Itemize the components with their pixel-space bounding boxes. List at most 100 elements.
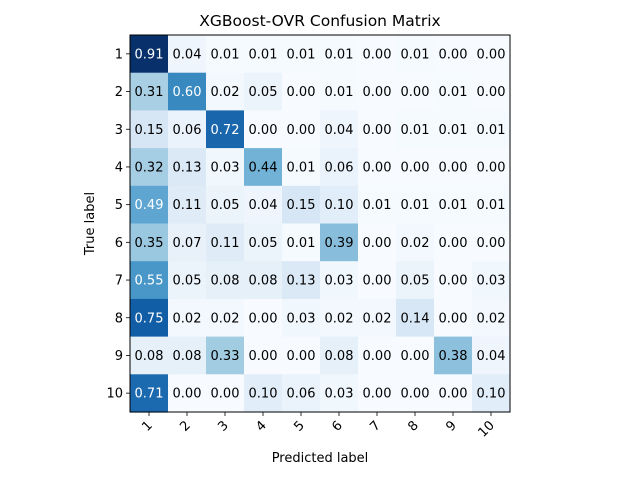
cell-value-label: 0.00	[249, 349, 278, 364]
x-tick-label: 4	[253, 418, 269, 434]
heatmap-cell	[244, 35, 283, 74]
heatmap-cell	[320, 148, 359, 187]
heatmap-cell	[320, 35, 359, 74]
heatmap-cells	[130, 35, 511, 413]
heatmap-cell	[244, 336, 283, 375]
heatmap-cell	[358, 72, 397, 111]
y-tick-label: 8	[115, 311, 123, 326]
cell-value-label: 0.91	[135, 47, 164, 62]
cell-value-label: 0.00	[477, 47, 506, 62]
heatmap-cell	[396, 336, 435, 375]
cell-value-label: 0.05	[211, 198, 240, 213]
y-tick-label: 5	[115, 198, 123, 213]
heatmap-cell	[320, 185, 359, 225]
heatmap-cell	[434, 298, 473, 338]
cell-value-label: 0.08	[249, 274, 278, 289]
cell-value-label: 0.00	[211, 387, 240, 402]
cell-value-label: 0.06	[287, 387, 316, 402]
cell-value-label: 0.00	[477, 85, 506, 100]
cell-value-label: 0.00	[363, 47, 392, 62]
x-tick-label: 10	[476, 418, 498, 440]
cell-value-label: 0.60	[173, 85, 202, 100]
heatmap-cell	[244, 223, 283, 262]
heatmap-cell	[320, 374, 359, 413]
heatmap-cell	[434, 336, 473, 375]
cell-value-label: 0.00	[287, 349, 316, 364]
cell-value-label: 0.13	[173, 160, 202, 175]
cell-value-label: 0.00	[439, 274, 468, 289]
heatmap-cell	[434, 72, 473, 111]
heatmap-cell	[320, 110, 359, 149]
heatmap-cell	[472, 223, 511, 262]
heatmap-cell	[130, 148, 169, 187]
heatmap-cell	[206, 336, 245, 375]
heatmap-cell	[130, 185, 169, 225]
heatmap-cell	[434, 185, 473, 225]
heatmap-cell	[206, 35, 245, 74]
heatmap-cell	[320, 261, 359, 300]
cell-value-label: 0.04	[173, 47, 202, 62]
cell-value-label: 0.05	[249, 85, 278, 100]
x-axis-label: Predicted label	[272, 451, 369, 466]
cell-value-label: 0.11	[173, 198, 202, 213]
cell-value-label: 0.00	[439, 47, 468, 62]
heatmap-cell	[244, 72, 283, 111]
heatmap-cell	[396, 72, 435, 111]
heatmap-cell	[168, 298, 207, 338]
heatmap-cell	[282, 374, 321, 413]
chart-title: XGBoost-OVR Confusion Matrix	[199, 12, 440, 30]
heatmap-cell	[472, 185, 511, 225]
cell-value-label: 0.03	[325, 387, 354, 402]
cell-value-label: 0.01	[401, 47, 430, 62]
cell-value-label: 0.05	[249, 236, 278, 251]
x-tick-label: 8	[405, 418, 421, 434]
heatmap-cell	[168, 185, 207, 225]
heatmap-cell	[434, 223, 473, 262]
cell-value-label: 0.07	[173, 236, 202, 251]
heatmap-cell	[168, 35, 207, 74]
heatmap-cell	[358, 223, 397, 262]
cell-value-label: 0.00	[363, 274, 392, 289]
heatmap-cell	[168, 148, 207, 187]
cell-value-label: 0.01	[211, 47, 240, 62]
heatmap-cell	[206, 72, 245, 111]
cell-value-label: 0.01	[477, 123, 506, 138]
heatmap-cell	[472, 336, 511, 375]
cell-value-label: 0.00	[477, 236, 506, 251]
heatmap-cell	[130, 336, 169, 375]
cell-value-label: 0.00	[363, 387, 392, 402]
y-tick-label: 7	[115, 274, 123, 289]
heatmap-cell	[168, 374, 207, 413]
heatmap-cell	[168, 72, 207, 111]
heatmap-cell	[396, 110, 435, 149]
heatmap-cell	[168, 261, 207, 300]
x-tick-label: 7	[367, 418, 383, 434]
x-tick-label: 6	[329, 418, 345, 434]
cell-value-label: 0.01	[249, 47, 278, 62]
cell-value-label: 0.49	[135, 198, 164, 213]
heatmap-cell	[130, 261, 169, 300]
heatmap-cell	[358, 298, 397, 338]
cell-value-label: 0.01	[401, 198, 430, 213]
cell-value-label: 0.08	[135, 349, 164, 364]
heatmap-value-labels: 0.91 0.04 0.01 0.01 0.01 0.01 0.00 0.01 0.00 0.00…	[135, 47, 506, 401]
cell-value-label: 0.00	[287, 85, 316, 100]
cell-value-label: 0.32	[135, 160, 164, 175]
x-tick-label: 2	[177, 418, 193, 434]
heatmap-cell	[434, 261, 473, 300]
heatmap-cell	[206, 185, 245, 225]
cell-value-label: 0.04	[249, 198, 278, 213]
heatmap-cell	[244, 374, 283, 413]
heatmap-cell	[282, 261, 321, 300]
heatmap-cell	[358, 35, 397, 74]
cell-value-label: 0.75	[135, 311, 164, 326]
y-tick-label: 3	[115, 123, 123, 138]
cell-value-label: 0.38	[439, 349, 468, 364]
cell-value-label: 0.00	[249, 311, 278, 326]
heatmap-cell	[320, 223, 359, 262]
y-tick-label: 6	[115, 236, 123, 251]
cell-value-label: 0.00	[249, 123, 278, 138]
cell-value-label: 0.55	[135, 274, 164, 289]
cell-value-label: 0.35	[135, 236, 164, 251]
heatmap-cell	[396, 374, 435, 413]
